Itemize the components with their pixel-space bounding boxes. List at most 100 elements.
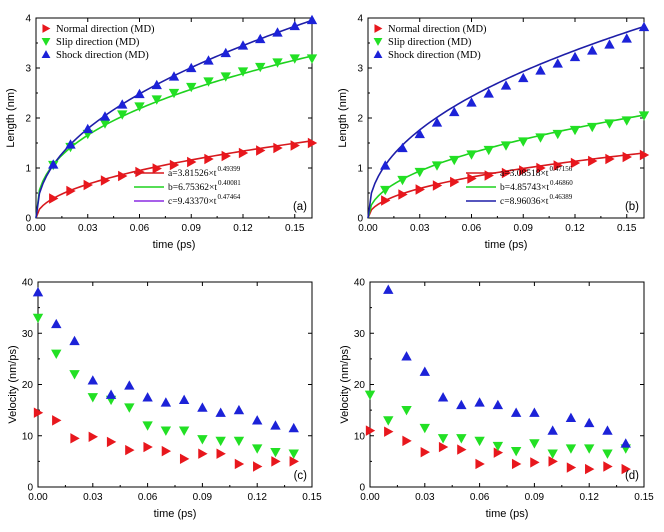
series-triangle-up [48,14,318,169]
data-point [238,147,249,159]
data-point [271,456,281,467]
y-tick-label: 0 [27,483,33,494]
series-triangle-up [32,287,299,433]
data-point [605,153,615,165]
x-tick-label: 0.12 [233,223,253,234]
panel-tag: (c) [294,470,308,482]
data-point [233,404,245,415]
data-point [252,415,263,425]
data-point [288,422,299,433]
data-point [88,431,98,442]
data-point [203,55,214,65]
data-point [604,39,615,49]
fit-exponent: 0.46860 [550,179,573,187]
legend-label: Shock direction (MD) [388,50,481,61]
data-point [117,110,128,120]
x-tick-label: 0.00 [26,223,46,234]
data-point [87,393,98,403]
data-point [466,97,477,107]
series-triangle-down [32,313,299,459]
data-point [384,426,394,437]
data-point [69,370,80,380]
data-point [587,122,598,133]
data-point [124,403,135,413]
series-triangle-up [380,21,650,170]
data-point [255,33,266,44]
data-point [474,397,485,407]
data-point [380,160,391,170]
data-point [501,167,512,179]
data-point [252,444,263,454]
data-point [48,159,59,169]
data-point [82,123,93,134]
x-tick-label: 0.03 [415,492,435,503]
data-point [565,412,577,422]
y-tick-label: 40 [22,278,34,289]
fit-exponent: 0.47464 [217,193,240,201]
data-point [143,441,153,453]
data-point [431,117,443,127]
data-point [70,433,80,444]
data-point [178,426,190,436]
data-point [414,167,425,178]
y-axis-label: Velocity (nm/ps) [339,345,351,423]
data-point [536,162,546,174]
data-point [548,456,558,467]
data-point [569,51,581,62]
data-point [535,65,546,75]
legend-marker [42,24,51,33]
data-point [306,14,318,25]
data-point [500,141,512,151]
fit-curve [367,25,645,219]
data-point [237,67,249,77]
x-axis-label: time (ps) [486,508,529,520]
data-point [437,434,449,444]
data-point [270,420,281,430]
data-point [449,155,460,166]
data-point [134,102,145,112]
x-tick-label: 0.15 [634,492,654,503]
plot-frame [37,281,313,488]
data-point [178,394,190,405]
data-point [484,170,494,181]
legend: Normal direction (MD) Slip direction (MD)… [41,24,155,61]
data-point [255,62,266,73]
data-point [306,54,318,64]
data-point [307,137,318,149]
x-tick-label: 0.15 [302,492,322,503]
data-point [552,58,563,68]
data-point [510,446,522,457]
y-tick-label: 20 [354,380,366,391]
y-tick-label: 4 [25,14,31,25]
data-point [215,407,226,417]
data-point [530,457,540,468]
legend-marker [41,50,51,59]
data-point [273,142,283,154]
legend-label: Shock direction (MD) [56,50,149,61]
data-point [381,195,391,206]
data-point [466,150,477,160]
x-tick-label: 0.06 [470,492,490,503]
data-point [467,173,477,184]
data-point [493,447,504,458]
y-tick-label: 3 [25,64,31,75]
data-point [603,461,613,472]
data-point [602,449,613,459]
data-point [621,463,631,475]
x-tick-label: 0.03 [78,223,98,234]
data-point [152,163,162,174]
data-point [100,175,111,186]
data-point [233,436,245,447]
data-point [518,72,529,83]
data-point [587,45,598,55]
data-point [125,444,135,456]
data-point [402,435,412,447]
y-tick-label: 0 [25,214,31,225]
data-point [105,389,117,399]
data-point [518,137,529,147]
y-tick-label: 1 [357,164,363,175]
data-point [134,88,145,99]
y-axis-label: Length (nm) [337,88,349,147]
data-point [65,139,76,149]
data-point [511,458,522,470]
